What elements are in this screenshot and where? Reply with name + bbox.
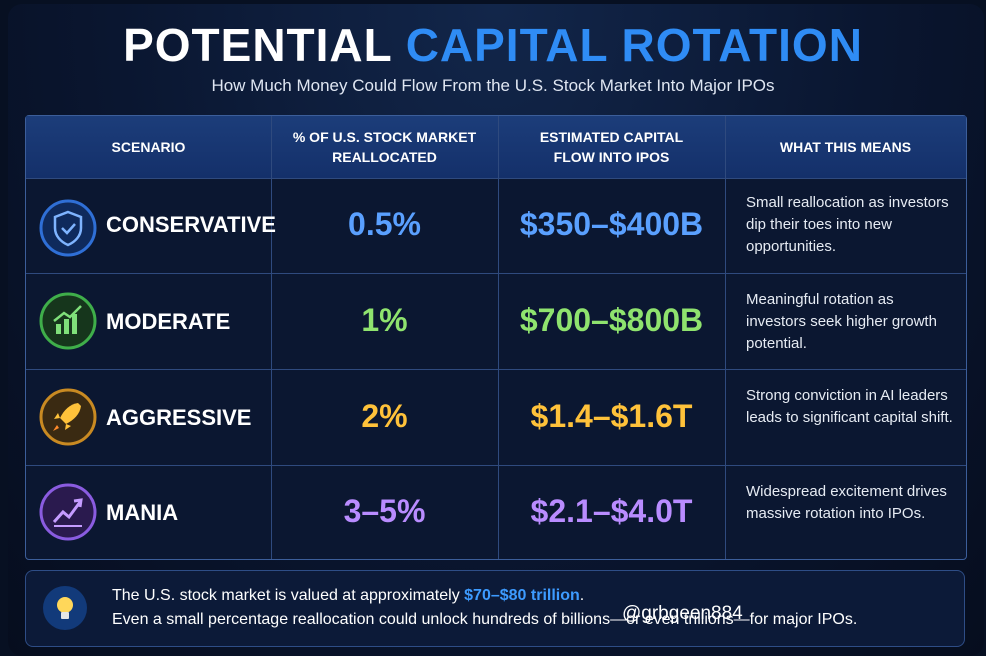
title-part: CAPITAL ROTATION bbox=[405, 19, 863, 71]
footer-text: The U.S. stock market is valued at appro… bbox=[112, 587, 460, 604]
scenario: CONSERVATIVE bbox=[106, 212, 276, 237]
growth-icon bbox=[39, 292, 97, 350]
watermark: @grbgeen884 bbox=[622, 603, 743, 624]
footer: The U.S. stock market is valued at appro… bbox=[25, 570, 965, 647]
capital-flow: $350–$400B bbox=[519, 206, 704, 242]
capital-flow: $1.4–$1.6T bbox=[530, 398, 693, 434]
column-header: WHAT THIS MEANS bbox=[779, 139, 912, 155]
column-header: SCENARIO bbox=[111, 139, 186, 155]
trend-icon bbox=[39, 483, 97, 541]
footer-line: Even a small percentage reallocation cou… bbox=[112, 611, 858, 628]
title: POTENTIAL CAPITAL ROTATION bbox=[0, 18, 986, 72]
description: Strong conviction in AI leaders leads to… bbox=[746, 387, 953, 426]
scenario: MANIA bbox=[106, 500, 179, 525]
footer-highlight: $70–$80 trillion bbox=[464, 587, 580, 604]
scenario: MODERATE bbox=[106, 309, 231, 334]
divider bbox=[26, 369, 966, 370]
description: Small reallocation as investors dip thei… bbox=[746, 194, 949, 255]
table: SCENARIO % OF U.S. STOCK MARKET REALLOCA… bbox=[25, 115, 967, 560]
divider bbox=[26, 178, 966, 179]
divider bbox=[271, 116, 272, 559]
bulb-icon bbox=[43, 586, 87, 630]
description: Widespread excitement drives massive rot… bbox=[746, 483, 947, 522]
rocket-icon bbox=[39, 388, 97, 446]
scenario: AGGRESSIVE bbox=[106, 405, 252, 430]
title-part: POTENTIAL bbox=[123, 19, 392, 71]
percent: 0.5% bbox=[348, 206, 421, 242]
capital-flow: $700–$800B bbox=[519, 302, 704, 338]
footer-line: The U.S. stock market is valued at appro… bbox=[112, 587, 584, 605]
percent: 2% bbox=[361, 398, 408, 434]
column-header: % OF U.S. STOCK MARKET REALLOCATED bbox=[292, 129, 477, 165]
subtitle: How Much Money Could Flow From the U.S. … bbox=[211, 76, 775, 95]
percent: 1% bbox=[361, 302, 408, 338]
column-header: ESTIMATED CAPITAL FLOW INTO IPOS bbox=[539, 129, 684, 165]
capital-flow: $2.1–$4.0T bbox=[530, 493, 693, 529]
divider bbox=[498, 116, 499, 559]
header-row bbox=[26, 116, 966, 178]
divider bbox=[26, 273, 966, 274]
shield-icon bbox=[39, 199, 97, 257]
divider bbox=[725, 116, 726, 559]
percent: 3–5% bbox=[343, 493, 426, 529]
divider bbox=[26, 465, 966, 466]
footer-text: . bbox=[579, 587, 585, 604]
description: Meaningful rotation as investors seek hi… bbox=[746, 291, 937, 352]
